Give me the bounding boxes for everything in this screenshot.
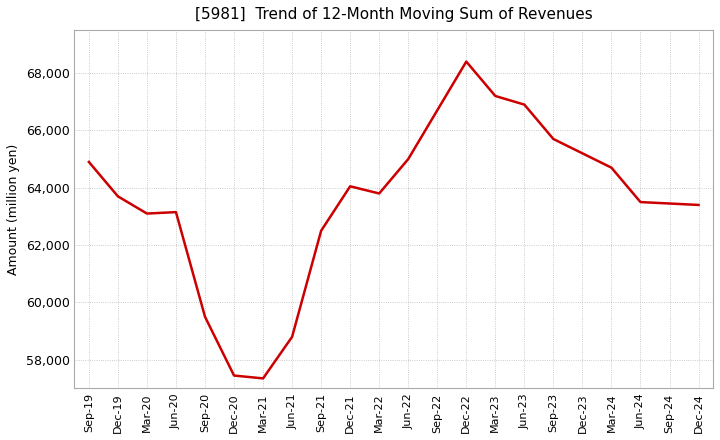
Title: [5981]  Trend of 12-Month Moving Sum of Revenues: [5981] Trend of 12-Month Moving Sum of R…	[195, 7, 593, 22]
Y-axis label: Amount (million yen): Amount (million yen)	[7, 143, 20, 275]
